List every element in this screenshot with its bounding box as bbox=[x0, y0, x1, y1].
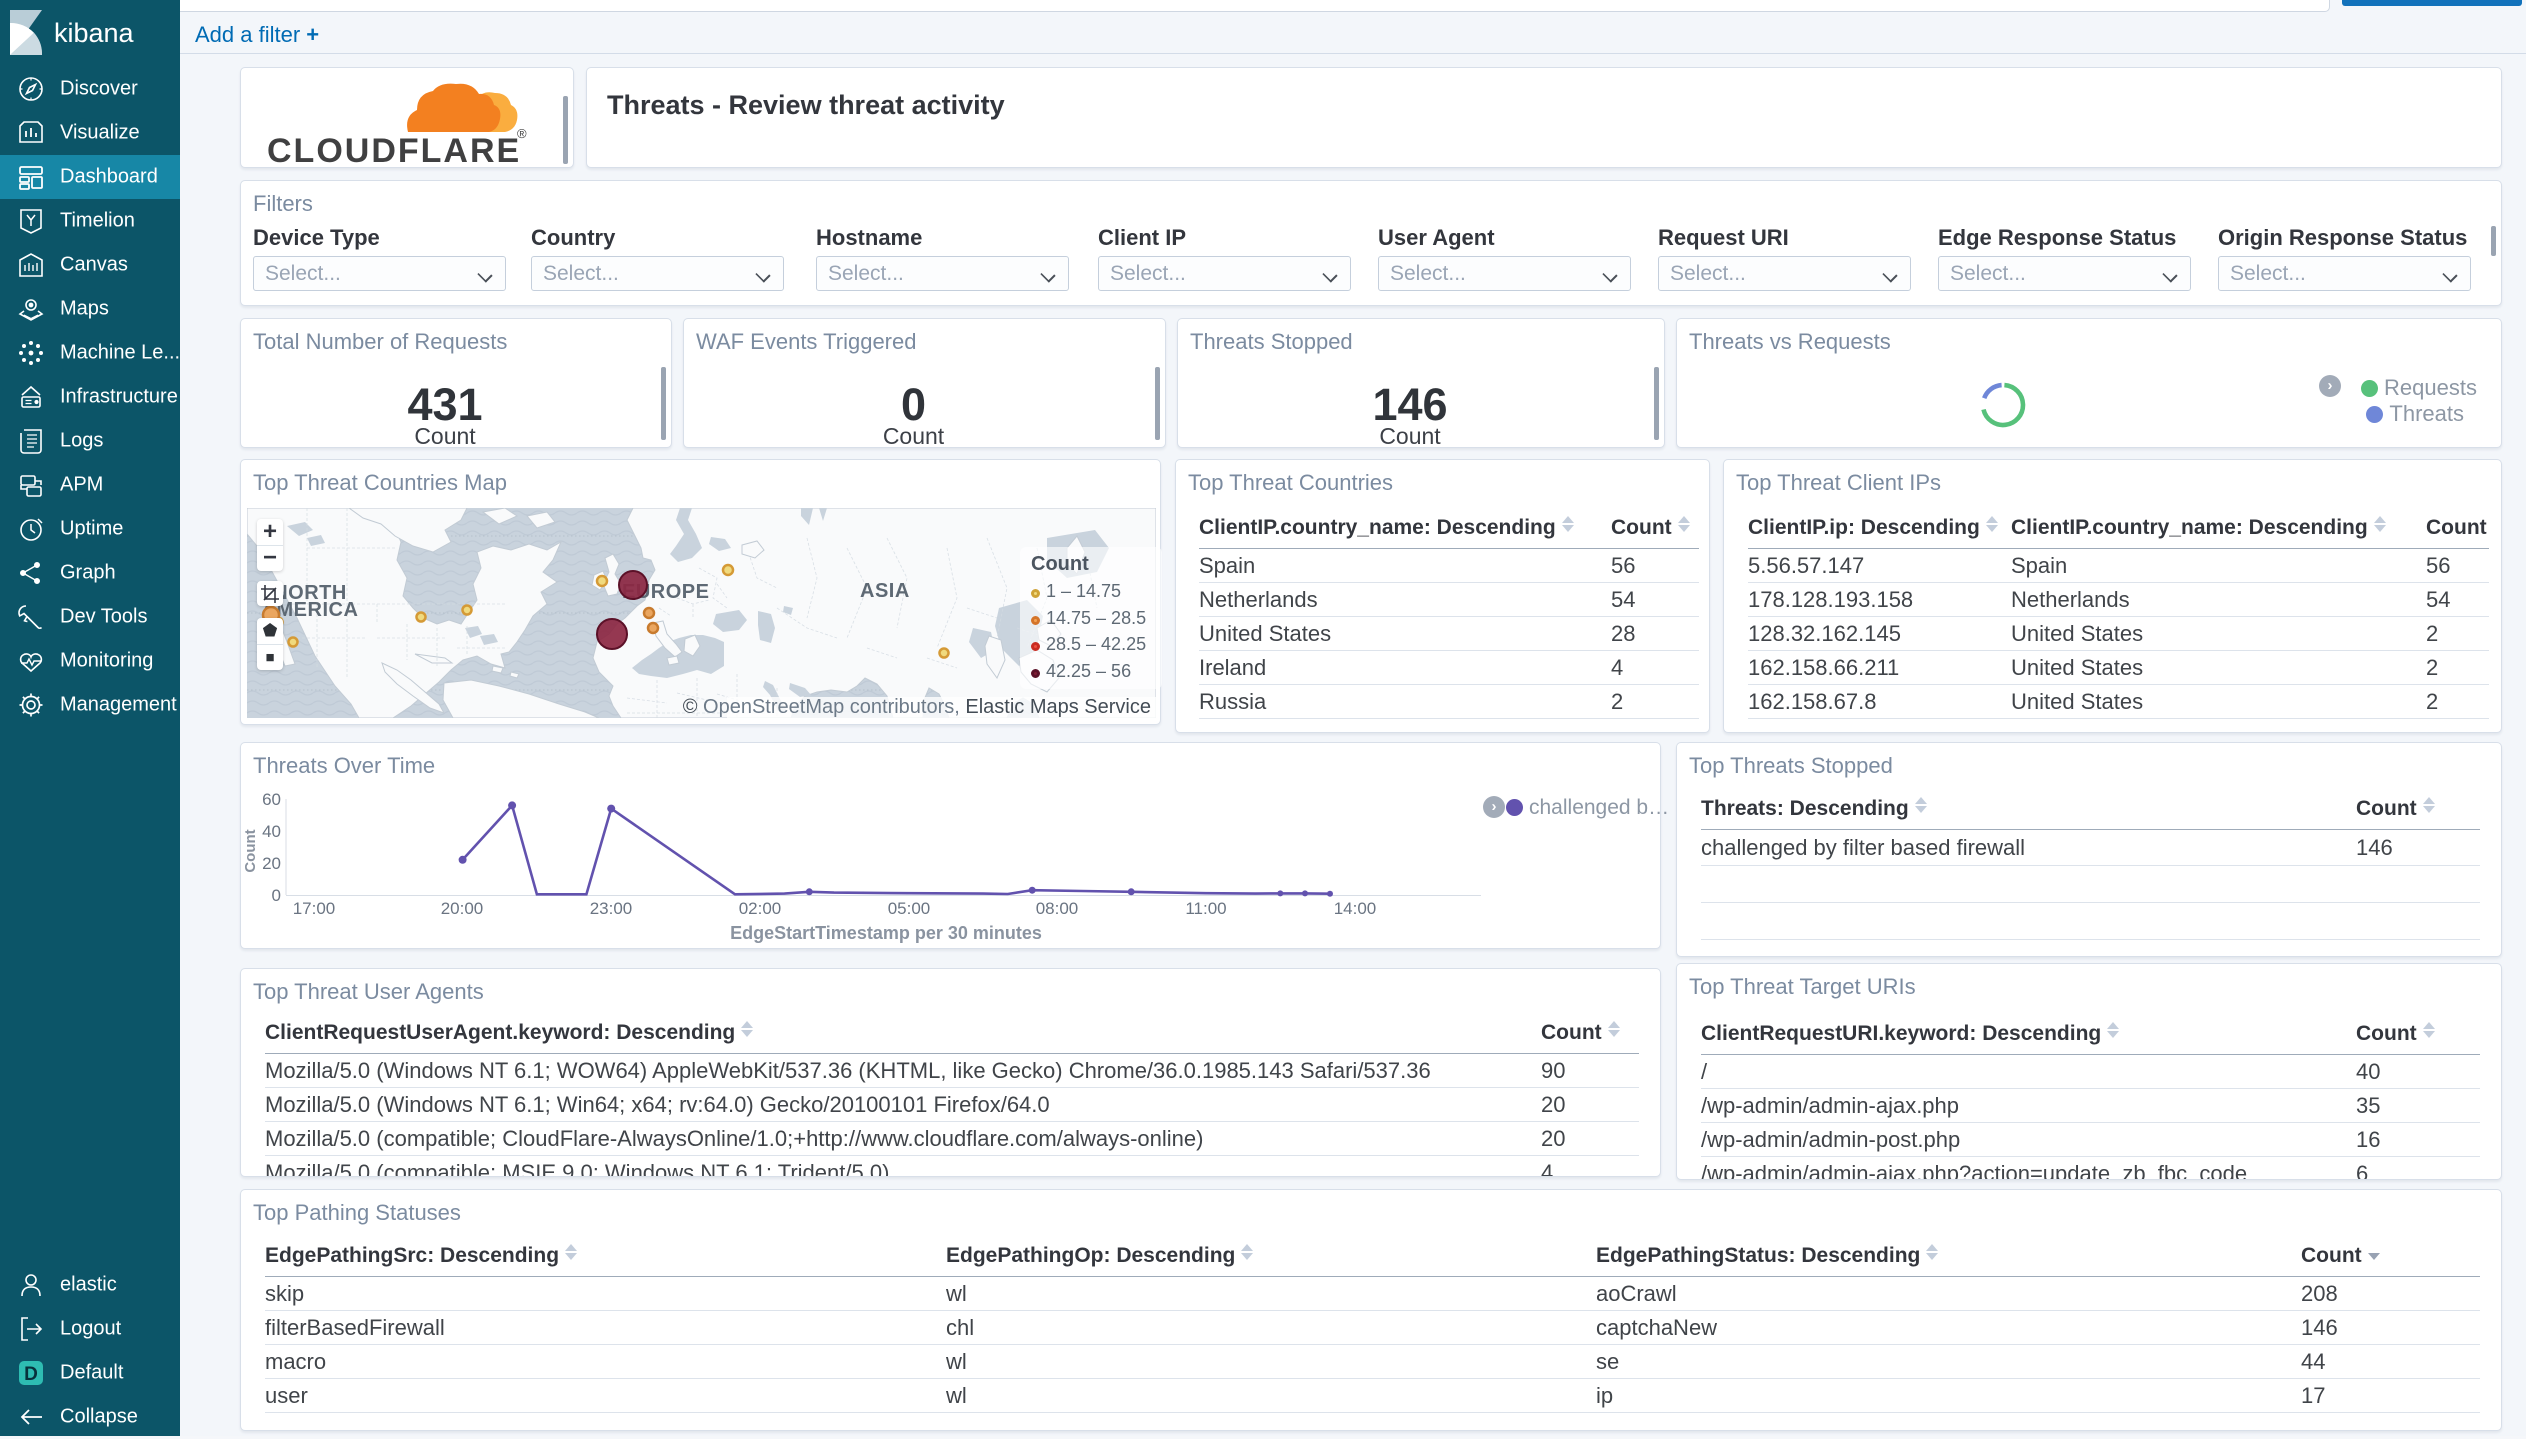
svg-text:EdgeStartTimestamp per 30 minu: EdgeStartTimestamp per 30 minutes bbox=[730, 923, 1042, 943]
svg-text:CLOUDFLARE: CLOUDFLARE bbox=[267, 132, 521, 164]
svg-text:AMERICA: AMERICA bbox=[262, 599, 359, 621]
svg-text:02:00: 02:00 bbox=[739, 899, 782, 918]
svg-text:Count: Count bbox=[242, 829, 259, 872]
svg-text:20: 20 bbox=[262, 854, 281, 873]
svg-text:14:00: 14:00 bbox=[1334, 899, 1377, 918]
svg-text:© OpenStreetMap contributors,: © OpenStreetMap contributors, Elastic Ma… bbox=[683, 696, 1151, 718]
svg-text:0: 0 bbox=[272, 886, 281, 905]
svg-text:NORTH: NORTH bbox=[273, 582, 347, 604]
svg-text:D: D bbox=[24, 1364, 38, 1385]
svg-text:11:00: 11:00 bbox=[1185, 899, 1226, 918]
svg-text:40: 40 bbox=[262, 822, 281, 841]
svg-text:60: 60 bbox=[262, 790, 281, 809]
svg-text:20:00: 20:00 bbox=[441, 899, 484, 918]
svg-text:05:00: 05:00 bbox=[888, 899, 931, 918]
svg-text:ASIA: ASIA bbox=[860, 580, 910, 602]
svg-text:08:00: 08:00 bbox=[1036, 899, 1079, 918]
svg-text:17:00: 17:00 bbox=[293, 899, 336, 918]
svg-text:23:00: 23:00 bbox=[590, 899, 633, 918]
svg-text:®: ® bbox=[517, 126, 527, 141]
